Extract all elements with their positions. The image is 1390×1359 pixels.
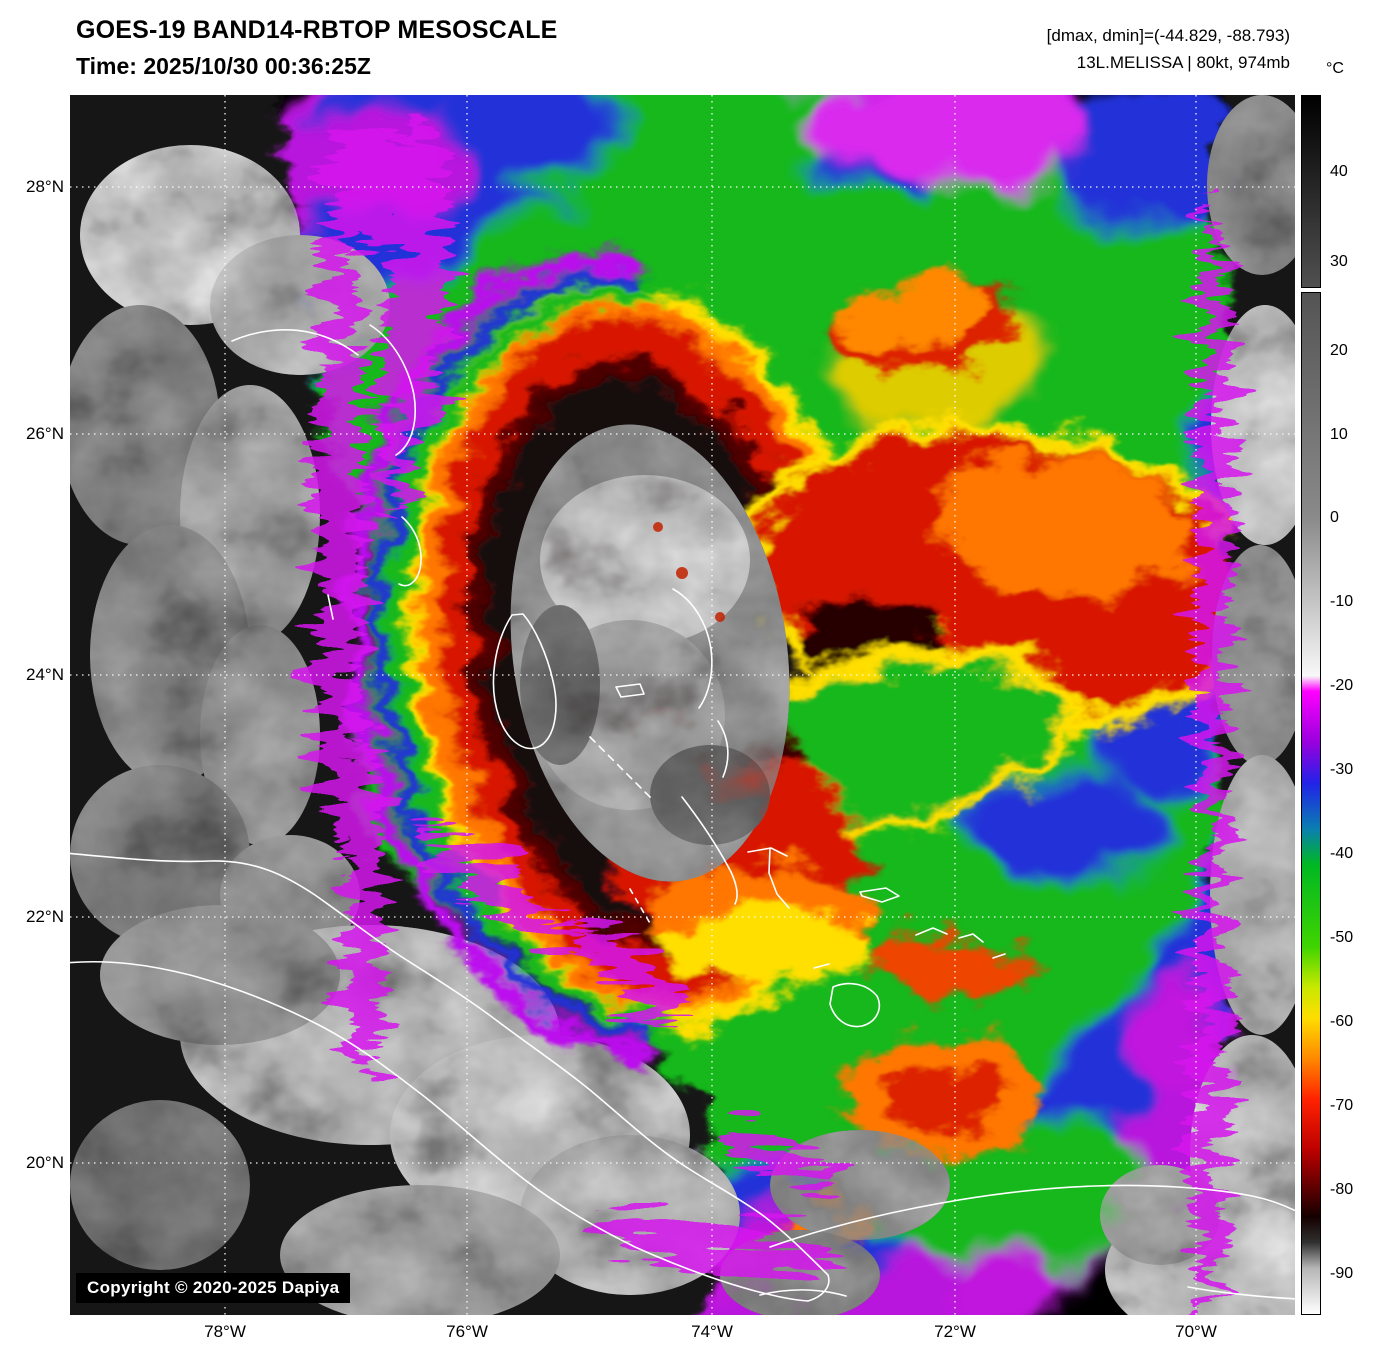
colorbar-tick-10: 10 xyxy=(1330,426,1348,443)
satellite-map: Copyright © 2020-2025 Dapiya xyxy=(70,95,1295,1315)
coast-berry-islands xyxy=(398,516,422,587)
coast-jamaica-north xyxy=(759,1289,847,1297)
colorbar-tick-40: 40 xyxy=(1330,163,1348,180)
coastlines xyxy=(70,324,1295,1302)
lat-label-24n: 24°N xyxy=(26,665,64,684)
coast-grand-bahama xyxy=(231,329,359,356)
coast-long-island xyxy=(681,796,738,905)
lon-label-76w: 76°W xyxy=(446,1322,488,1341)
lat-label-20n: 20°N xyxy=(26,1153,64,1172)
timestamp-label: Time: 2025/10/30 00:36:25Z xyxy=(76,53,371,79)
copyright-badge: Copyright © 2020-2025 Dapiya xyxy=(76,1273,351,1303)
colorbar-tick-m70: -70 xyxy=(1330,1097,1354,1114)
colorbar-tick-m40: -40 xyxy=(1330,845,1354,862)
coast-new-providence xyxy=(615,683,645,698)
coast-cuba-north xyxy=(70,852,830,1302)
coast-hispaniola-southwest xyxy=(1187,1286,1295,1300)
coast-mayaguana xyxy=(859,887,900,903)
lon-label-74w: 74°W xyxy=(691,1322,733,1341)
colorbar-tick-20: 20 xyxy=(1330,342,1348,359)
coast-great-inagua xyxy=(829,982,881,1028)
lat-label-28n: 28°N xyxy=(26,177,64,196)
lat-label-22n: 22°N xyxy=(26,907,64,926)
colorbar-color-segment xyxy=(1301,292,1321,1315)
coast-cuba-south xyxy=(70,960,809,1302)
colorbar-unit-label: °C xyxy=(1326,60,1344,77)
grayscale-clouds xyxy=(70,95,1295,1315)
coast-hispaniola-north xyxy=(769,1184,1295,1248)
lon-label-70w: 70°W xyxy=(1175,1322,1217,1341)
core-warm-spots xyxy=(653,522,725,622)
colorbar-tick-m10: -10 xyxy=(1330,593,1354,610)
storm-gray-core xyxy=(510,424,790,882)
colorbar-tick-m60: -60 xyxy=(1330,1013,1354,1030)
coast-eleuthera xyxy=(672,588,713,709)
coast-crooked-acklins xyxy=(747,847,790,909)
colorbar-tick-30: 30 xyxy=(1330,253,1348,270)
lon-label-78w: 78°W xyxy=(204,1322,246,1341)
coast-exuma-cays xyxy=(589,736,655,802)
colorbar-tick-m50: -50 xyxy=(1330,929,1354,946)
coast-abaco xyxy=(369,324,416,456)
coast-ragged-cays xyxy=(629,888,652,926)
colorbar-tick-0: 0 xyxy=(1330,509,1339,526)
dmax-dmin-label: [dmax, dmin]=(-44.829, -88.793) xyxy=(1046,26,1290,45)
coast-turks-caicos xyxy=(915,927,1006,959)
lat-label-26n: 26°N xyxy=(26,424,64,443)
storm-info-label: 13L.MELISSA | 80kt, 974mb xyxy=(1076,53,1290,72)
colorbar-tick-m30: -30 xyxy=(1330,761,1354,778)
coast-cat-island xyxy=(717,720,729,778)
coast-andros xyxy=(492,613,557,750)
colorbar-tick-m90: -90 xyxy=(1330,1265,1354,1282)
colorbar-grayscale-segment xyxy=(1301,95,1321,288)
hurricane-satellite-graphic xyxy=(70,95,1295,1315)
colorbar-tick-m20: -20 xyxy=(1330,677,1354,694)
graticule xyxy=(70,95,1295,1315)
page-title: GOES-19 BAND14-RBTOP MESOSCALE xyxy=(76,16,558,44)
lon-label-72w: 72°W xyxy=(934,1322,976,1341)
coast-little-inagua xyxy=(813,963,830,969)
coast-bimini xyxy=(327,594,334,620)
magenta-fringes xyxy=(314,115,1234,1305)
colorbar-tick-m80: -80 xyxy=(1330,1181,1354,1198)
